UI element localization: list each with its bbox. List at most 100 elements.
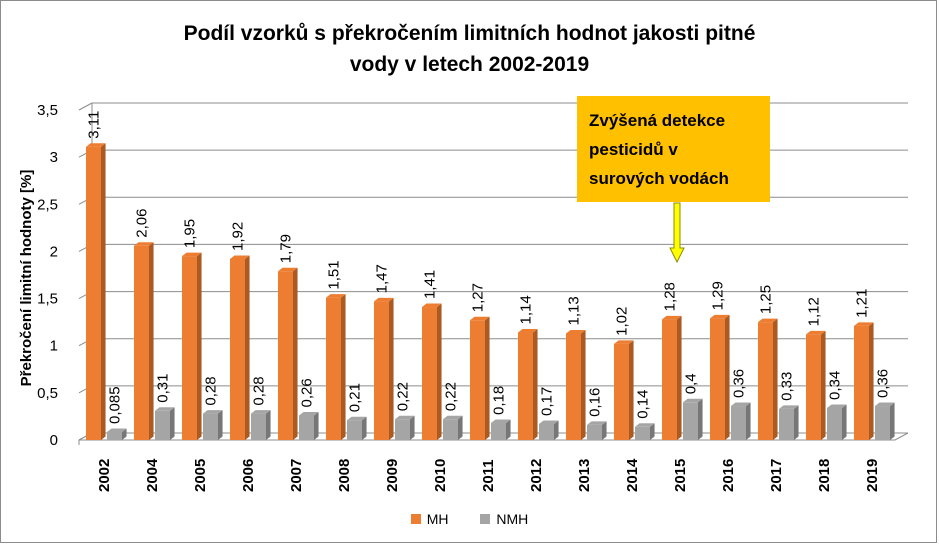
bar-side-nmh [650, 423, 655, 440]
bar-top-mh [374, 297, 394, 302]
annotation-line-2: pesticidů v [589, 140, 678, 159]
data-label-nmh: 0,21 [347, 383, 364, 412]
bar-mh [422, 307, 437, 440]
bar-side-mh [149, 242, 154, 440]
data-label-nmh: 0,18 [491, 386, 508, 415]
x-tick-label: 2015 [672, 459, 689, 492]
bar-top-nmh [539, 420, 559, 424]
bar-top-nmh [347, 416, 367, 421]
bar-side-nmh [506, 419, 511, 440]
bar-side-mh [773, 318, 778, 440]
bar-top-mh [518, 329, 538, 333]
bar-top-mh [614, 340, 634, 344]
bar-side-nmh [890, 402, 895, 440]
bar-side-mh [869, 322, 874, 440]
bar-side-mh [293, 267, 298, 440]
bar-top-nmh [251, 410, 271, 414]
bar-top-mh [710, 314, 730, 319]
data-label-mh: 1,12 [806, 297, 823, 326]
y-tick-label: 1 [50, 338, 58, 355]
bar-top-mh [326, 294, 346, 298]
data-label-mh: 1,29 [710, 281, 727, 310]
bar-nmh [155, 410, 170, 440]
bar-nmh [587, 424, 602, 440]
legend-item-nmh: NMH [480, 511, 528, 527]
bar-mh [230, 258, 245, 440]
bar-mh [806, 334, 821, 440]
x-tick-label: 2014 [624, 458, 641, 492]
y-tick-label: 2,5 [37, 196, 58, 213]
data-label-mh: 1,79 [278, 234, 295, 263]
bar-top-nmh [827, 404, 847, 408]
data-label-mh: 1,92 [230, 222, 247, 251]
bar-mh [278, 271, 293, 440]
data-label-nmh: 0,28 [251, 376, 268, 405]
legend: MH NMH [0, 511, 939, 527]
bar-side-nmh [554, 420, 559, 440]
x-tick-label: 2018 [816, 459, 833, 492]
bar-top-nmh [683, 398, 703, 403]
data-label-nmh: 0,14 [635, 390, 652, 419]
annotation-box: Zvýšená detekce pesticidů v surových vod… [577, 96, 770, 202]
bar-side-nmh [122, 428, 127, 440]
bar-mh [86, 146, 101, 440]
legend-swatch-nmh [480, 514, 491, 524]
bar-side-nmh [842, 404, 847, 440]
x-tick-label: 2012 [528, 459, 545, 492]
bar-side-nmh [266, 410, 271, 440]
data-label-nmh: 0,16 [587, 388, 604, 417]
bar-nmh [395, 419, 410, 440]
data-label-mh: 1,27 [470, 283, 487, 312]
bar-top-nmh [875, 402, 895, 407]
bar-mh [566, 333, 581, 440]
bar-top-nmh [779, 405, 799, 409]
x-tick-label: 2006 [240, 459, 257, 492]
data-label-nmh: 0,28 [203, 376, 220, 405]
bar-side-nmh [794, 405, 799, 440]
bar-top-mh [182, 252, 202, 257]
y-tick-label: 2 [50, 243, 58, 260]
bar-nmh [779, 408, 794, 440]
x-tick-label: 2016 [720, 459, 737, 492]
data-label-nmh: 0,17 [539, 387, 556, 416]
x-tick-label: 2005 [192, 459, 209, 492]
data-label-mh: 2,06 [134, 209, 151, 238]
data-label-nmh: 0,36 [731, 369, 748, 398]
bar-nmh [875, 406, 890, 440]
bar-mh [854, 325, 869, 440]
data-label-mh: 1,25 [758, 285, 775, 314]
data-label-mh: 1,28 [662, 282, 679, 311]
x-tick-label: 2007 [288, 459, 305, 492]
data-label-mh: 1,21 [854, 289, 871, 318]
bar-mh [758, 322, 773, 440]
bar-nmh [347, 420, 362, 440]
chart-title-line-1: Podíl vzorků s překročením limitních hod… [183, 22, 756, 45]
bar-side-mh [821, 330, 826, 440]
bar-mh [518, 332, 533, 440]
data-label-nmh: 0,31 [155, 374, 172, 403]
bar-side-nmh [698, 398, 703, 440]
bar-nmh [683, 402, 698, 440]
bar-side-mh [581, 329, 586, 440]
data-label-mh: 1,51 [326, 260, 343, 289]
data-label-nmh: 0,085 [107, 386, 124, 424]
bar-nmh [203, 413, 218, 440]
bar-side-nmh [746, 402, 751, 440]
gridline-side [78, 102, 93, 111]
legend-label-mh: MH [426, 511, 449, 527]
x-tick-label: 2019 [864, 459, 881, 492]
x-tick-label: 2008 [336, 459, 353, 492]
bar-nmh [299, 415, 314, 440]
bar-side-mh [101, 143, 106, 440]
bar-mh [182, 256, 197, 440]
bar-top-mh [422, 303, 442, 308]
bar-top-mh [662, 315, 682, 320]
x-tick-label: 2011 [480, 459, 497, 492]
bar-top-nmh [155, 407, 175, 411]
bar-side-mh [677, 315, 682, 440]
data-label-nmh: 0,36 [875, 369, 892, 398]
bar-top-nmh [299, 411, 319, 416]
bar-side-mh [341, 294, 346, 440]
